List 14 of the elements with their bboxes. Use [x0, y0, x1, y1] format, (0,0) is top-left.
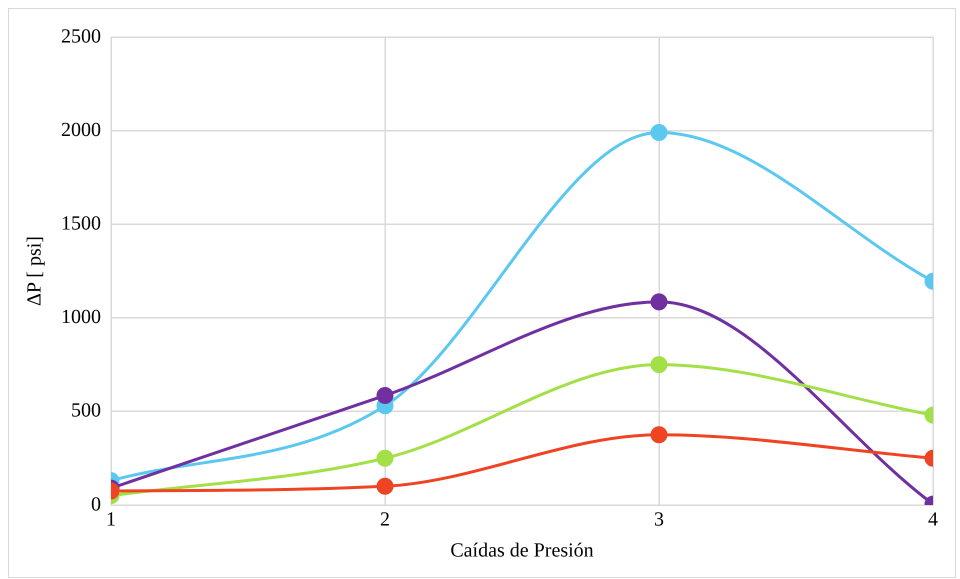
- y-tick-label: 1500: [61, 212, 101, 234]
- x-axis-title: Caídas de Presión: [450, 539, 594, 562]
- x-tick-label: 1: [106, 508, 116, 530]
- x-tick-label: 3: [654, 508, 664, 530]
- y-tick-label: 2500: [61, 25, 101, 48]
- y-axis-title: ΔP [ psi]: [23, 236, 46, 306]
- y-tick-label: 0: [91, 493, 101, 516]
- point: [376, 386, 394, 404]
- point: [650, 293, 668, 310]
- y-tick-label: 1000: [61, 306, 101, 328]
- y-tick-label: 500: [71, 400, 101, 422]
- x-tick-label: 2: [380, 508, 390, 530]
- x-tick-label: 4: [928, 508, 938, 530]
- y-tick-label: 2000: [61, 118, 101, 141]
